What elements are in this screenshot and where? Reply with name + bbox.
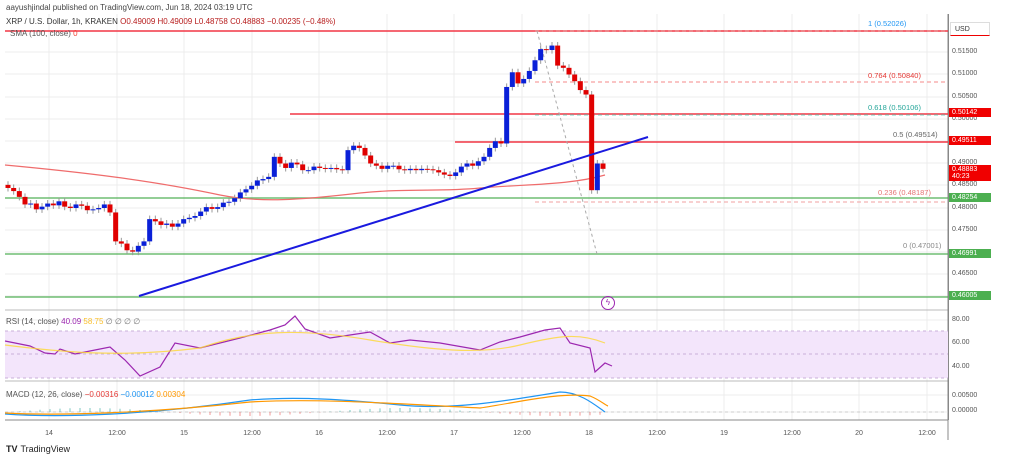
rsi-ma-value: 58.75 [83, 317, 104, 326]
price-tag: 0.49511 [949, 136, 991, 145]
macd-value: −0.00012 [120, 390, 155, 399]
sma-value: 0 [73, 29, 78, 38]
ohlc-low: L0.48758 [194, 17, 228, 26]
price-axis-label: 0.50000 [952, 115, 978, 122]
price-axis-label: 0.51000 [952, 70, 978, 77]
tv-logo-icon: TV [6, 444, 18, 454]
price-axis-label: 0.48000 [952, 204, 978, 211]
time-axis-label: 12:00 [513, 430, 531, 437]
currency-selector[interactable]: USD [950, 22, 990, 36]
rsi-band [5, 330, 948, 379]
price-tag: 0.50142 [949, 108, 991, 117]
rsi-legend: RSI (14, close) 40.09 58.75 ∅ ∅ ∅ ∅ [6, 317, 140, 326]
rsi-label: RSI (14, close) [6, 317, 59, 326]
price-axis-label: 0.50500 [952, 93, 978, 100]
candles [5, 42, 606, 256]
fib-level-label: 0 (0.47001) [903, 241, 942, 250]
rsi-value: 40.09 [61, 317, 82, 326]
ohlc-close: C0.48883 [230, 17, 265, 26]
macd-hist-value: −0.00316 [84, 390, 119, 399]
time-axis-label: 19 [720, 430, 728, 437]
time-axis-label: 16 [315, 430, 323, 437]
ohlc-high: H0.49009 [157, 17, 193, 26]
macd-legend: MACD (12, 26, close) −0.00316 −0.00012 0… [6, 390, 185, 399]
time-axis-label: 18 [585, 430, 593, 437]
time-axis-label: 14 [45, 430, 53, 437]
price-tag: 0.46005 [949, 291, 991, 300]
symbol-name: XRP / U.S. Dollar, 1h, KRAKEN [6, 17, 118, 26]
fib-level-label: 0.764 (0.50840) [868, 71, 921, 80]
trendline [138, 136, 649, 297]
time-axis-label: 12:00 [108, 430, 126, 437]
macd-label: MACD (12, 26, close) [6, 390, 83, 399]
fib-level-label: 1 (0.52026) [868, 19, 907, 28]
fib-level-label: 0.618 (0.50106) [868, 103, 921, 112]
fib-level-label: 0.5 (0.49514) [893, 130, 938, 139]
price-axis-label: 0.48500 [952, 181, 978, 188]
time-axis-label: 12:00 [783, 430, 801, 437]
price-axis-label: 0.47500 [952, 226, 978, 233]
time-axis-label: 20 [855, 430, 863, 437]
price-tag: 0.48883 40:23 [949, 165, 991, 181]
price-axis-label: 0.49000 [952, 159, 978, 166]
sma-legend: SMA (100, close) 0 [10, 29, 78, 38]
horizontal-levels [5, 30, 948, 298]
published-caption: aayushjindal published on TradingView.co… [6, 3, 253, 12]
time-axis-label: 12:00 [378, 430, 396, 437]
rsi-extras: ∅ ∅ ∅ ∅ [105, 317, 141, 326]
indicators [4, 315, 948, 417]
macd-signal-value: 0.00304 [156, 390, 186, 399]
time-axis-label: 17 [450, 430, 458, 437]
fib-level-label: 0.236 (0.48187) [878, 188, 931, 197]
macd-axis-label: 0.00000 [952, 407, 978, 414]
time-axis-label: 12:00 [918, 430, 936, 437]
rsi-axis-label: 40.00 [952, 363, 970, 370]
price-axis-label: 0.46500 [952, 270, 978, 277]
price-tag: 0.46991 [949, 249, 991, 258]
rsi-axis-label: 60.00 [952, 339, 970, 346]
time-axis-label: 15 [180, 430, 188, 437]
price-axis-label: 0.51500 [952, 48, 978, 55]
lightning-event-icon[interactable]: ϟ [601, 296, 615, 310]
time-axis-label: 12:00 [648, 430, 666, 437]
symbol-legend: XRP / U.S. Dollar, 1h, KRAKEN O0.49009 H… [6, 17, 336, 26]
ohlc-open: O0.49009 [120, 17, 156, 26]
price-tag: 0.48254 [949, 193, 991, 202]
tradingview-logo: TV TradingView [6, 444, 70, 454]
sma-label: SMA (100, close) [10, 29, 71, 38]
rsi-axis-label: 80.00 [952, 316, 970, 323]
ohlc-change: −0.00235 (−0.48%) [267, 17, 336, 26]
time-axis-label: 12:00 [243, 430, 261, 437]
sma-line [4, 164, 606, 201]
macd-axis-label: 0.00500 [952, 392, 978, 399]
brand-name: TradingView [20, 444, 71, 454]
